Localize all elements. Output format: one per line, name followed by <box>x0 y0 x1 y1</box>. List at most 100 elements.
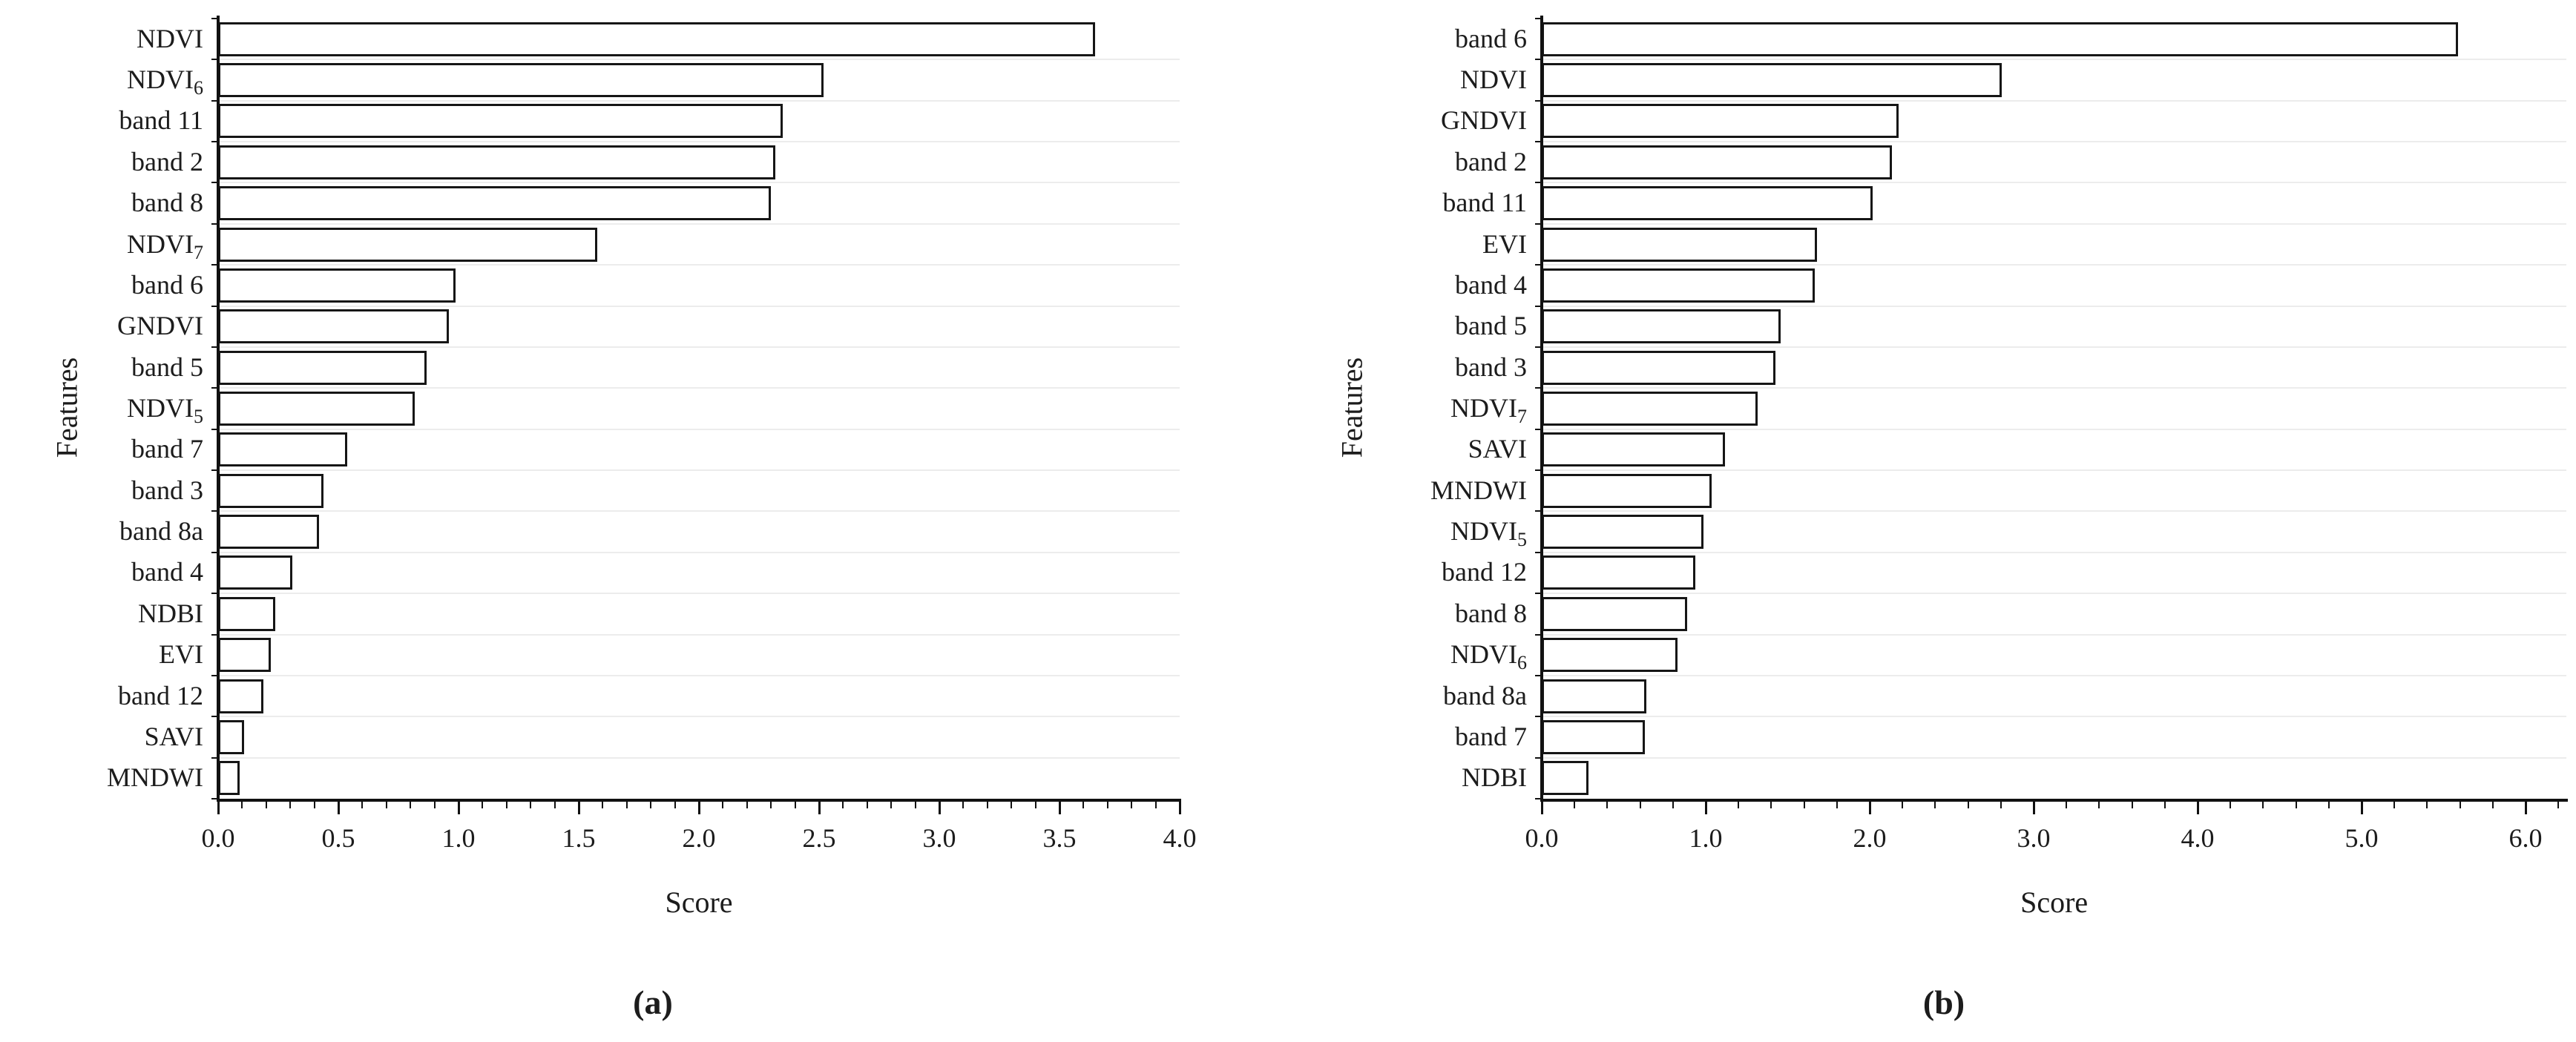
bar <box>1542 638 1678 673</box>
category-label: GNDVI <box>1441 105 1527 136</box>
x-minor-tick <box>410 802 412 808</box>
gridline <box>220 99 1180 102</box>
category-label: band 7 <box>1455 721 1527 751</box>
x-minor-tick <box>530 802 532 808</box>
y-axis-tick <box>1535 593 1542 595</box>
x-tick-label: 6.0 <box>2508 823 2543 853</box>
y-axis-tick <box>1535 428 1542 430</box>
x-minor-tick <box>2230 802 2232 808</box>
x-minor-tick <box>2393 802 2396 808</box>
x-minor-tick <box>505 802 507 808</box>
bar <box>218 227 598 262</box>
gridline <box>220 551 1180 553</box>
x-tick-label: 2.5 <box>802 823 836 853</box>
bar <box>218 186 771 221</box>
category-label: band 11 <box>1442 188 1527 218</box>
gridline <box>1543 99 2567 102</box>
gridline <box>1543 510 2567 512</box>
x-tick-label: 1.0 <box>441 823 476 853</box>
x-minor-tick <box>962 802 965 808</box>
category-label: band 6 <box>131 269 203 300</box>
gridline <box>1543 59 2567 61</box>
bar <box>218 392 415 426</box>
y-axis-tick <box>211 182 218 184</box>
y-axis-tick <box>1535 510 1542 512</box>
bar <box>218 555 292 590</box>
category-label: NDVI <box>137 23 203 53</box>
x-minor-tick <box>2163 802 2166 808</box>
x-minor-tick <box>1639 802 1641 808</box>
category-label: band 12 <box>118 680 203 710</box>
category-label: band 7 <box>131 434 203 464</box>
x-tick-label: 0.5 <box>321 823 355 853</box>
gridline <box>1543 182 2567 184</box>
y-axis-tick <box>1535 346 1542 348</box>
category-label: band 8a <box>1443 680 1527 710</box>
bar <box>218 719 245 754</box>
x-minor-tick <box>1672 802 1674 808</box>
bar <box>1542 309 1781 344</box>
gridline <box>1543 469 2567 472</box>
gridline <box>1543 387 2567 389</box>
y-axis-tick <box>211 264 218 266</box>
x-major-tick <box>217 802 220 814</box>
x-minor-tick <box>2295 802 2297 808</box>
category-label: band 12 <box>1442 557 1527 587</box>
category-label: SAVI <box>1468 434 1527 464</box>
x-major-tick <box>697 802 700 814</box>
x-minor-tick <box>1836 802 1838 808</box>
gridline <box>1543 551 2567 553</box>
bar <box>218 145 776 179</box>
gridline <box>1543 633 2567 636</box>
x-minor-tick <box>1106 802 1108 808</box>
panel-caption: (b) <box>1922 983 1965 1021</box>
y-axis-tick <box>1535 469 1542 472</box>
category-label: GNDVI <box>117 311 203 341</box>
bar <box>218 432 348 467</box>
panel-caption: (a) <box>633 983 673 1021</box>
x-minor-tick <box>313 802 315 808</box>
x-minor-tick <box>241 802 243 808</box>
bar <box>218 596 276 631</box>
bar <box>1542 145 1893 179</box>
x-minor-tick <box>2459 802 2461 808</box>
x-minor-tick <box>986 802 988 808</box>
gridline <box>220 674 1180 676</box>
x-major-tick <box>1540 802 1543 814</box>
y-axis-tick <box>1535 674 1542 676</box>
category-label: EVI <box>159 639 203 670</box>
gridline <box>220 756 1180 759</box>
x-minor-tick <box>722 802 724 808</box>
x-minor-tick <box>866 802 868 808</box>
x-minor-tick <box>1803 802 1805 808</box>
category-label: band 2 <box>131 146 203 177</box>
y-axis-tick <box>211 798 218 799</box>
x-minor-tick <box>2000 802 2002 808</box>
gridline <box>1543 593 2567 595</box>
x-major-tick <box>2360 802 2363 814</box>
x-major-tick <box>1178 802 1181 814</box>
x-tick-label: 4.0 <box>2181 823 2215 853</box>
y-axis-tick <box>1535 99 1542 102</box>
y-axis-tick <box>211 99 218 102</box>
x-tick-label: 3.0 <box>2017 823 2051 853</box>
x-axis-line <box>1540 799 2569 802</box>
category-label: NDVI7 <box>1450 393 1527 428</box>
bar <box>218 63 824 98</box>
y-axis-tick <box>211 674 218 676</box>
x-minor-tick <box>842 802 844 808</box>
bar <box>1542 392 1758 426</box>
y-axis-tick <box>1535 551 1542 553</box>
y-axis-tick <box>211 305 218 307</box>
bar <box>218 104 783 139</box>
y-axis-tick <box>1535 18 1542 19</box>
y-axis-tick <box>211 469 218 472</box>
category-label: band 4 <box>131 557 203 587</box>
gridline <box>220 469 1180 472</box>
bar <box>218 473 324 508</box>
bar <box>1542 22 2458 56</box>
x-minor-tick <box>625 802 628 808</box>
category-label: NDVI6 <box>127 65 203 99</box>
bar <box>1542 515 1704 550</box>
x-minor-tick <box>1770 802 1772 808</box>
